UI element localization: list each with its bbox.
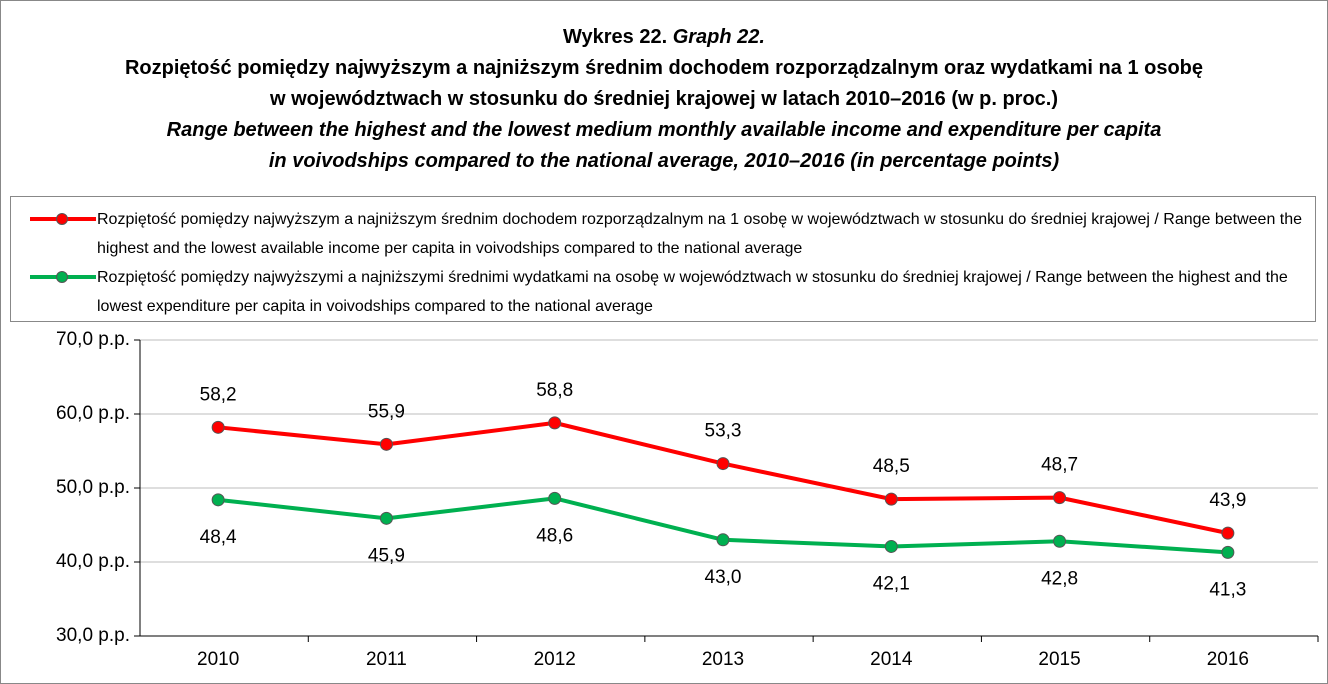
data-point	[211, 420, 225, 434]
y-tick-label: 50,0 p.p.	[56, 477, 130, 498]
x-tick-label: 2014	[870, 649, 913, 670]
data-label: 48,4	[200, 527, 237, 548]
data-label: 43,0	[705, 567, 742, 588]
y-tick-label: 40,0 p.p.	[56, 551, 130, 572]
data-label: 58,8	[536, 380, 573, 401]
chart-title: Wykres 22. Graph 22. Rozpiętość pomiędzy…	[0, 22, 1328, 177]
data-label: 45,9	[368, 545, 405, 566]
x-tick-label: 2012	[534, 649, 576, 670]
legend-marker	[56, 271, 68, 283]
title-pl-line: w województwach w stosunku do średniej k…	[270, 88, 1058, 110]
data-point	[548, 416, 562, 430]
title-number: Wykres 22. Graph 22.	[0, 22, 1328, 53]
data-point	[884, 492, 898, 506]
data-point	[1053, 534, 1067, 548]
legend-label: Rozpiętość pomiędzy najwyższym a najniżs…	[97, 211, 1303, 257]
title-pl-line: Rozpiętość pomiędzy najwyższym a najniżs…	[124, 57, 1204, 79]
data-label: 53,3	[705, 421, 742, 442]
data-point	[548, 491, 562, 505]
legend-label: Rozpiętość pomiędzy najwyższymi a najniż…	[97, 269, 1288, 315]
title-en-line: in voivodships compared to the national …	[268, 150, 1060, 172]
legend-marker	[56, 213, 68, 225]
x-tick-label: 2015	[1038, 649, 1080, 670]
data-label: 42,1	[873, 573, 910, 594]
title-en-line: Range between the highest and the lowest…	[166, 119, 1162, 141]
data-point	[379, 511, 393, 525]
data-label: 55,9	[368, 401, 405, 422]
y-tick-label: 70,0 p.p.	[56, 329, 130, 350]
data-point	[211, 493, 225, 507]
data-label: 42,8	[1041, 568, 1078, 589]
y-tick-label: 60,0 p.p.	[56, 403, 130, 424]
data-label: 48,6	[536, 525, 573, 546]
data-point	[716, 457, 730, 471]
data-point	[379, 437, 393, 451]
data-label: 41,3	[1209, 579, 1246, 600]
data-point	[1053, 491, 1067, 505]
data-label: 48,5	[873, 456, 910, 477]
x-tick-label: 2011	[366, 649, 407, 670]
legend: Rozpiętość pomiędzy najwyższym a najniżs…	[10, 196, 1316, 322]
data-point	[716, 533, 730, 547]
data-point	[884, 539, 898, 553]
data-label: 48,7	[1041, 455, 1078, 476]
title-number-en: Graph 22.	[672, 26, 765, 48]
data-point	[1221, 526, 1235, 540]
x-tick-label: 2016	[1207, 649, 1249, 670]
x-tick-label: 2013	[702, 649, 744, 670]
x-tick-label: 2010	[197, 649, 239, 670]
data-point	[1221, 545, 1235, 559]
y-tick-label: 30,0 p.p.	[56, 625, 130, 646]
data-label: 58,2	[200, 384, 237, 405]
title-number-pl: Wykres 22.	[563, 26, 668, 48]
data-label: 43,9	[1209, 490, 1246, 511]
